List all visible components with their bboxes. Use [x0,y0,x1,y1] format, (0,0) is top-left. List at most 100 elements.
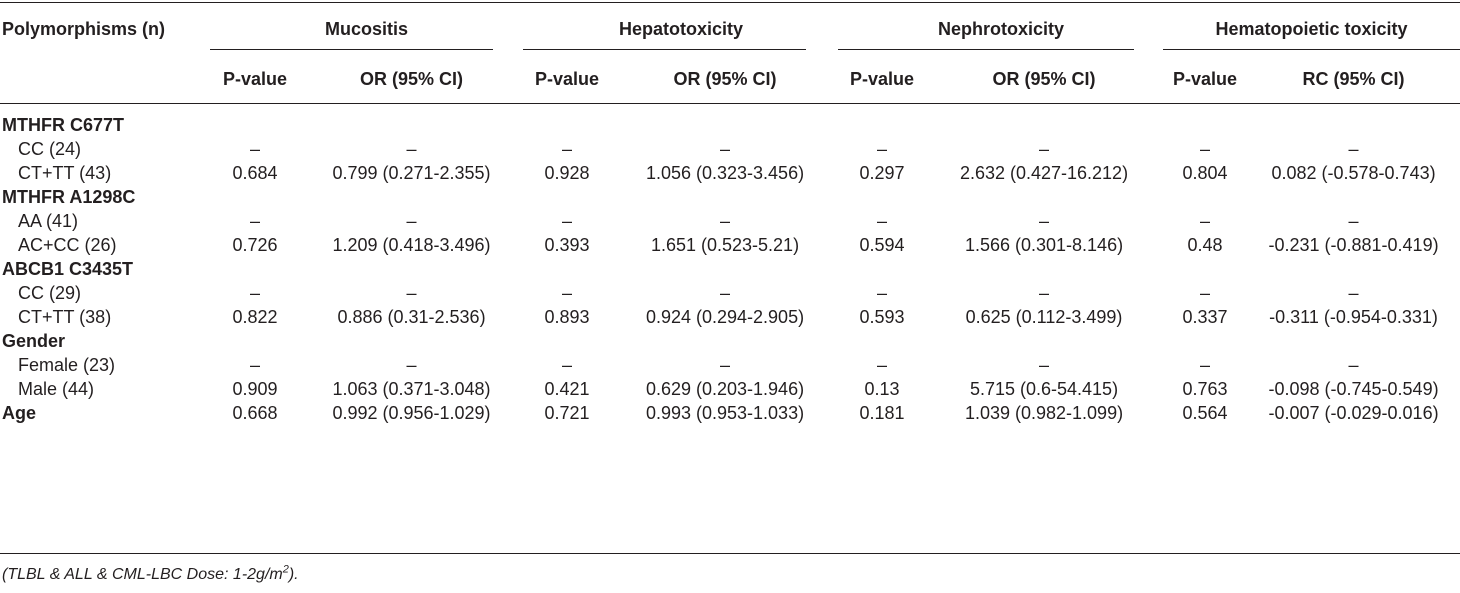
section-row: Gender [0,329,1460,353]
cell: 0.181 [859,403,905,423]
row-label: CC (29) [18,283,82,303]
cell: – [720,139,731,159]
row-header: Polymorphisms (n) [2,18,166,39]
cell: – [249,355,260,375]
cell: 1.651 (0.523-5.21) [650,235,800,255]
cell: – [406,355,417,375]
cell: – [249,283,260,303]
group-underline-hepatotoxicity [523,49,806,50]
cell: 0.799 (0.271-2.355) [332,163,491,183]
cell: – [562,211,573,231]
cell: – [406,283,417,303]
header-row-subheaders: P-value OR (95% CI) P-value OR (95% CI) … [0,53,1460,105]
subheader-cell: RC (95% CI) [1302,69,1405,89]
section-title: MTHFR A1298C [2,187,136,207]
cell: 0.625 (0.112-3.499) [965,307,1123,327]
cell: -0.007 (-0.029-0.016) [1268,403,1439,423]
cell: 0.928 [544,163,590,183]
cell: 0.763 [1182,379,1228,399]
cell: 0.992 (0.956-1.029) [332,403,491,423]
table-row: CT+TT (38) 0.822 0.886 (0.31-2.536) 0.89… [0,305,1460,329]
row-label: CC (24) [18,139,82,159]
cell: 0.297 [859,163,905,183]
section-title: Age [2,403,37,423]
cell: – [1200,139,1211,159]
cell: 0.909 [232,379,278,399]
footnote-text: (TLBL & ALL & CML-LBC Dose: 1-2g/m [2,566,283,583]
cell: 0.924 (0.294-2.905) [645,307,805,327]
cell: 0.726 [232,235,278,255]
header-row-groups: Polymorphisms (n) Mucositis Hepatotoxici… [0,2,1460,53]
cell: – [1200,283,1211,303]
cell: – [406,211,417,231]
section-row: MTHFR C677T [0,113,1460,137]
cell: – [720,211,731,231]
group-header-hepatotoxicity: Hepatotoxicity [619,18,744,39]
results-table: Polymorphisms (n) Mucositis Hepatotoxici… [0,2,1460,425]
cell: 1.063 (0.371-3.048) [332,379,491,399]
row-label: CT+TT (43) [18,163,112,183]
cell: – [1039,355,1050,375]
cell: 0.082 (-0.578-0.743) [1271,163,1436,183]
cell: 0.594 [859,235,905,255]
empty-header-cell [0,53,210,105]
section-row: MTHFR A1298C [0,185,1460,209]
table-row: CC (29) – – – – – – – – [0,281,1460,305]
cell: – [1039,211,1050,231]
cell: 0.629 (0.203-1.946) [645,379,805,399]
subheader-cell: OR (95% CI) [359,69,464,89]
cell: -0.231 (-0.881-0.419) [1268,235,1439,255]
row-label: AC+CC (26) [18,235,117,255]
row-label: AA (41) [18,211,79,231]
subheader-cell: P-value [222,69,288,89]
header-rule [0,103,1460,104]
section-title: Gender [2,331,66,351]
cell: 0.593 [859,307,905,327]
subheader-cell: P-value [850,69,915,89]
cell: -0.098 (-0.745-0.549) [1268,379,1439,399]
table-row: Female (23) – – – – – – – – [0,353,1460,377]
cell: – [1348,283,1359,303]
cell: 0.421 [544,379,590,399]
cell: – [1348,355,1359,375]
cell: 0.822 [232,307,278,327]
subheader-cell: OR (95% CI) [673,69,777,89]
cell: – [1039,139,1050,159]
group-underline-hematopoietic [1163,49,1460,50]
group-header-mucositis: Mucositis [325,18,409,39]
cell: 0.804 [1182,163,1228,183]
cell: 2.632 (0.427-16.212) [959,163,1129,183]
cell: – [1348,139,1359,159]
cell: – [562,283,573,303]
cell: – [877,139,888,159]
cell: – [249,139,260,159]
top-rule [0,2,1460,3]
cell: 0.893 [544,307,590,327]
cell: – [720,355,731,375]
table-row: CC (24) – – – – – – – – [0,137,1460,161]
subheader-cell: OR (95% CI) [992,69,1096,89]
footnote-superscript: 2 [282,563,289,576]
cell: – [406,139,417,159]
cell: 0.48 [1187,235,1223,255]
cell: -0.311 (-0.954-0.331) [1269,307,1438,327]
cell: – [562,139,573,159]
section-row: ABCB1 C3435T [0,257,1460,281]
cell: 0.13 [864,379,900,399]
cell: – [877,211,888,231]
cell: 1.566 (0.301-8.146) [964,235,1124,255]
cell: 0.564 [1182,403,1228,423]
table-row: Male (44) 0.909 1.063 (0.371-3.048) 0.42… [0,377,1460,401]
cell: 0.721 [544,403,590,423]
cell: 0.886 (0.31-2.536) [337,307,486,327]
group-header-nephrotoxicity: Nephrotoxicity [938,18,1065,39]
cell: – [1200,211,1211,231]
cell: 5.715 (0.6-54.415) [969,379,1119,399]
footnote: (TLBL & ALL & CML-LBC Dose: 1-2g/m2). [2,563,299,585]
cell: – [562,355,573,375]
cell: 0.337 [1182,307,1228,327]
cell: 0.993 (0.953-1.033) [645,403,805,423]
table-row: AA (41) – – – – – – – – [0,209,1460,233]
bottom-rule [0,553,1460,554]
